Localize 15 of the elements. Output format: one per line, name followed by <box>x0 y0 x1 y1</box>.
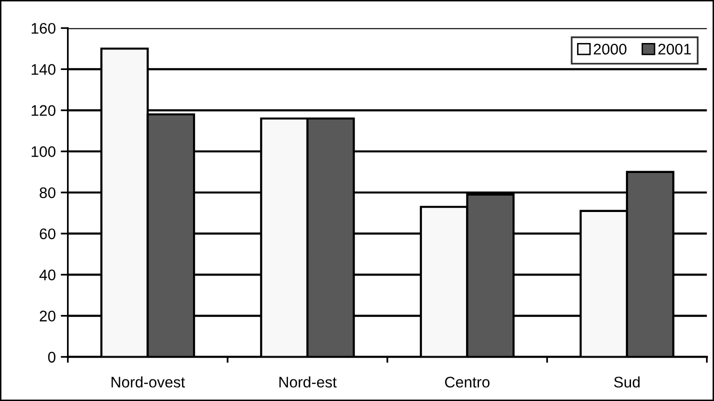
y-tick-label: 0 <box>48 352 56 363</box>
x-tick-label: Nord-est <box>279 376 337 388</box>
legend-label: 2000 <box>594 44 626 55</box>
y-tick-label: 140 <box>32 64 56 75</box>
x-tick-label: Nord-ovest <box>112 376 185 388</box>
y-tick-label: 80 <box>40 187 56 198</box>
y-tick-label: 20 <box>40 310 56 322</box>
y-tick-label: 160 <box>32 22 56 34</box>
x-tick-label: Centro <box>445 376 490 388</box>
y-tick-label: 100 <box>32 146 56 158</box>
y-tick-label: 60 <box>40 228 56 240</box>
y-tick-label: 40 <box>39 270 56 280</box>
x-tick-label: Sud <box>614 376 640 388</box>
y-tick-label: 120 <box>32 105 56 116</box>
legend-label: 2001 <box>658 44 691 55</box>
